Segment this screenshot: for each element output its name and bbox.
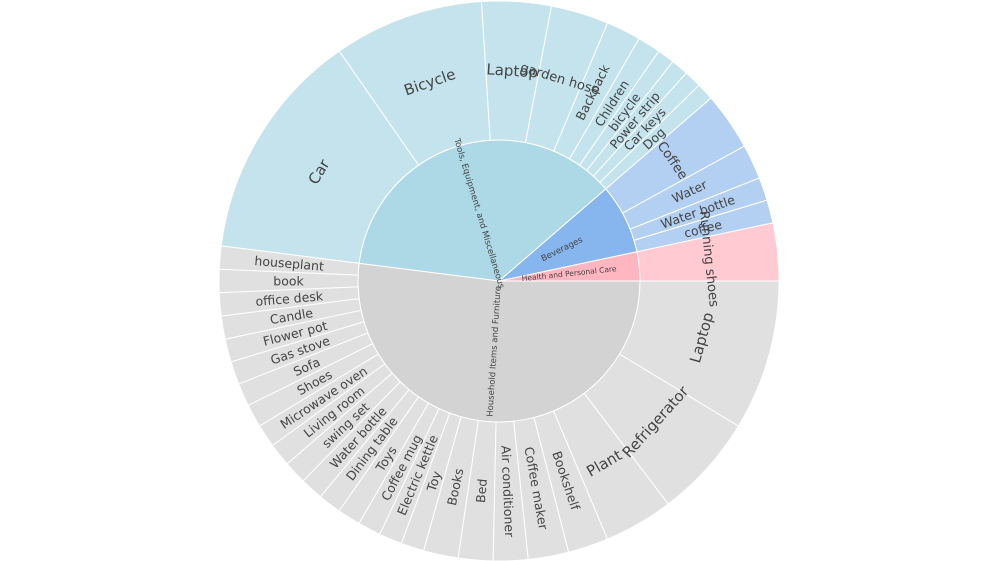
- label-layer: Health and Personal Care Running shoesBev…: [254, 60, 737, 538]
- leaf-label-household-items-and-furniture-houseplant: houseplant: [254, 253, 325, 274]
- leaf-segment-household-items-and-furniture-laptop[interactable]: [618, 280, 780, 427]
- leaf-label-household-items-and-furniture-candle: Candle: [269, 305, 315, 327]
- leaf-label-tools-equipment-and-miscellaneous-laptop: Laptop: [486, 60, 539, 81]
- leaf-label-household-items-and-furniture-toy: Toy: [423, 469, 444, 495]
- leaf-label-household-items-and-furniture-bed: Bed: [473, 478, 490, 503]
- leaf-label-household-items-and-furniture-air-conditioner: Air conditioner: [498, 445, 517, 538]
- leaf-label-household-items-and-furniture-office-desk: office desk: [255, 288, 324, 309]
- leaf-label-household-items-and-furniture-book: book: [273, 274, 304, 289]
- leaf-segment-tools-equipment-and-miscellaneous-car[interactable]: [220, 50, 420, 264]
